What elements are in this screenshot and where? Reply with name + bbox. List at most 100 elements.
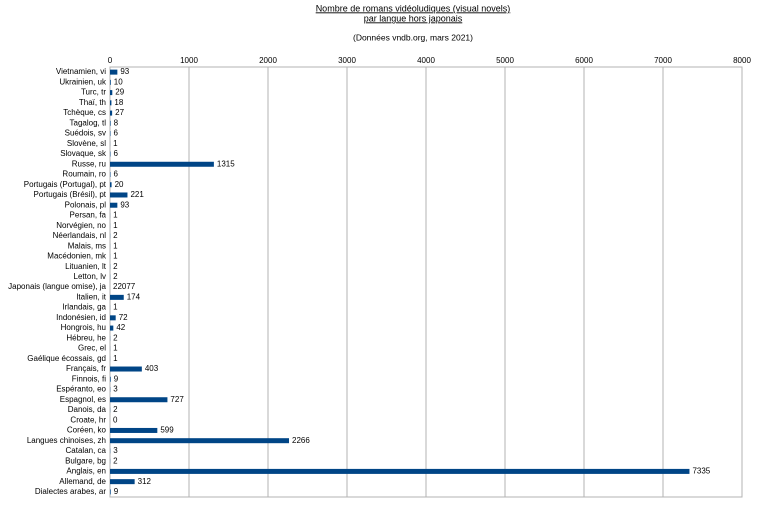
value-label: 10 (114, 77, 123, 86)
value-label: 6 (113, 149, 118, 158)
value-label: 18 (114, 98, 123, 107)
value-label: 2 (113, 333, 118, 342)
x-tick-label: 1000 (180, 56, 198, 65)
value-label: 1 (113, 241, 118, 250)
x-tick-label: 4000 (417, 56, 435, 65)
chart-title: Nombre de romans vidéoludiques (visual n… (316, 3, 511, 13)
value-label: 1 (113, 211, 118, 220)
y-tick-label: Gaélique écossais, gd (27, 354, 106, 363)
y-tick-label: Français, fr (66, 364, 106, 373)
value-label: 1 (113, 252, 118, 261)
bar (110, 479, 135, 485)
bar (110, 489, 111, 495)
bar (110, 325, 114, 331)
x-tick-label: 8000 (733, 56, 751, 65)
x-tick-label: 3000 (338, 56, 356, 65)
y-tick-label: Grec, el (78, 344, 106, 353)
y-tick-label: Espagnol, es (60, 395, 106, 404)
y-tick-label: Langues chinoises, zh (27, 436, 106, 445)
y-tick-label: Indonésien, id (56, 313, 106, 322)
value-label: 2 (113, 405, 118, 414)
x-tick-label: 7000 (654, 56, 672, 65)
chart-subtitle: par langue hors japonais (364, 13, 463, 23)
bar (110, 120, 111, 126)
y-tick-label: Irlandais, ga (62, 303, 106, 312)
y-tick-label: Persan, fa (70, 211, 107, 220)
y-tick-label: Anglais, en (66, 467, 106, 476)
value-label: 72 (119, 313, 128, 322)
y-tick-label: Allemand, de (59, 477, 106, 486)
x-tick-label: 5000 (496, 56, 514, 65)
y-tick-label: Letton, lv (74, 272, 106, 281)
value-label: 2266 (292, 436, 310, 445)
value-label: 8 (114, 118, 119, 127)
value-label: 2 (113, 231, 118, 240)
bar (110, 397, 168, 403)
value-label: 1 (113, 139, 118, 148)
value-label: 3 (113, 385, 118, 394)
value-label: 22077 (113, 282, 136, 291)
value-label: 599 (160, 426, 174, 435)
value-label: 312 (138, 477, 152, 486)
y-tick-label: Bulgare, bg (65, 456, 106, 465)
x-tick-label: 0 (108, 56, 113, 65)
y-tick-label: Thaï, th (79, 98, 106, 107)
bar (110, 90, 113, 96)
value-label: 6 (113, 129, 118, 138)
y-tick-label: Danois, da (68, 405, 107, 414)
y-tick-label: Hongrois, hu (61, 323, 106, 332)
y-tick-label: Catalan, ca (66, 446, 107, 455)
y-tick-label: Slovaque, sk (60, 149, 107, 158)
x-tick-label: 2000 (259, 56, 277, 65)
y-tick-label: Tagalog, tl (70, 118, 107, 127)
value-label: 93 (120, 67, 129, 76)
y-tick-label: Hébreu, he (66, 333, 106, 342)
y-tick-label: Ukrainien, uk (59, 77, 107, 86)
y-tick-label: Turc, tr (81, 88, 106, 97)
y-tick-label: Néerlandais, nl (53, 231, 107, 240)
bar (110, 294, 124, 300)
value-label: 29 (115, 88, 124, 97)
value-label: 2 (113, 262, 118, 271)
y-tick-label: Tchèque, cs (63, 108, 106, 117)
bar (110, 79, 111, 85)
y-tick-label: Malais, ms (68, 241, 106, 250)
bar (110, 161, 214, 167)
value-label: 1 (113, 221, 118, 230)
y-tick-label: Macédonien, mk (47, 252, 107, 261)
value-label: 1315 (217, 159, 235, 168)
value-label: 727 (170, 395, 184, 404)
bar (110, 110, 113, 116)
value-label: 9 (114, 487, 119, 496)
y-tick-label: Suédois, sv (65, 129, 106, 138)
y-tick-label: Lituanien, lt (65, 262, 107, 271)
y-tick-label: Roumain, ro (62, 170, 106, 179)
y-tick-label: Croate, hr (70, 415, 106, 424)
value-label: 9 (114, 374, 119, 383)
y-tick-label: Espéranto, eo (56, 385, 106, 394)
bar (110, 315, 116, 321)
bar (110, 192, 128, 198)
y-tick-label: Portugais (Brésil), pt (34, 190, 107, 199)
value-label: 42 (116, 323, 125, 332)
y-tick-label: Slovène, sl (67, 139, 106, 148)
value-label: 1 (113, 354, 118, 363)
y-tick-label: Vietnamien, vi (56, 67, 106, 76)
value-label: 221 (130, 190, 144, 199)
x-tick-label: 6000 (575, 56, 593, 65)
bar (110, 376, 111, 382)
chart-note: (Données vndb.org, mars 2021) (353, 32, 473, 42)
bar (110, 69, 118, 75)
y-tick-label: Coréen, ko (67, 426, 107, 435)
y-tick-label: Japonais (langue omise), ja (8, 282, 106, 291)
value-label: 1 (113, 303, 118, 312)
value-label: 20 (115, 180, 124, 189)
value-label: 0 (113, 415, 118, 424)
value-label: 2 (113, 456, 118, 465)
y-tick-label: Norvégien, no (56, 221, 106, 230)
value-label: 93 (120, 200, 129, 209)
value-label: 3 (113, 446, 118, 455)
value-label: 1 (113, 344, 118, 353)
value-label: 7335 (692, 467, 710, 476)
y-tick-label: Finnois, fi (72, 374, 106, 383)
